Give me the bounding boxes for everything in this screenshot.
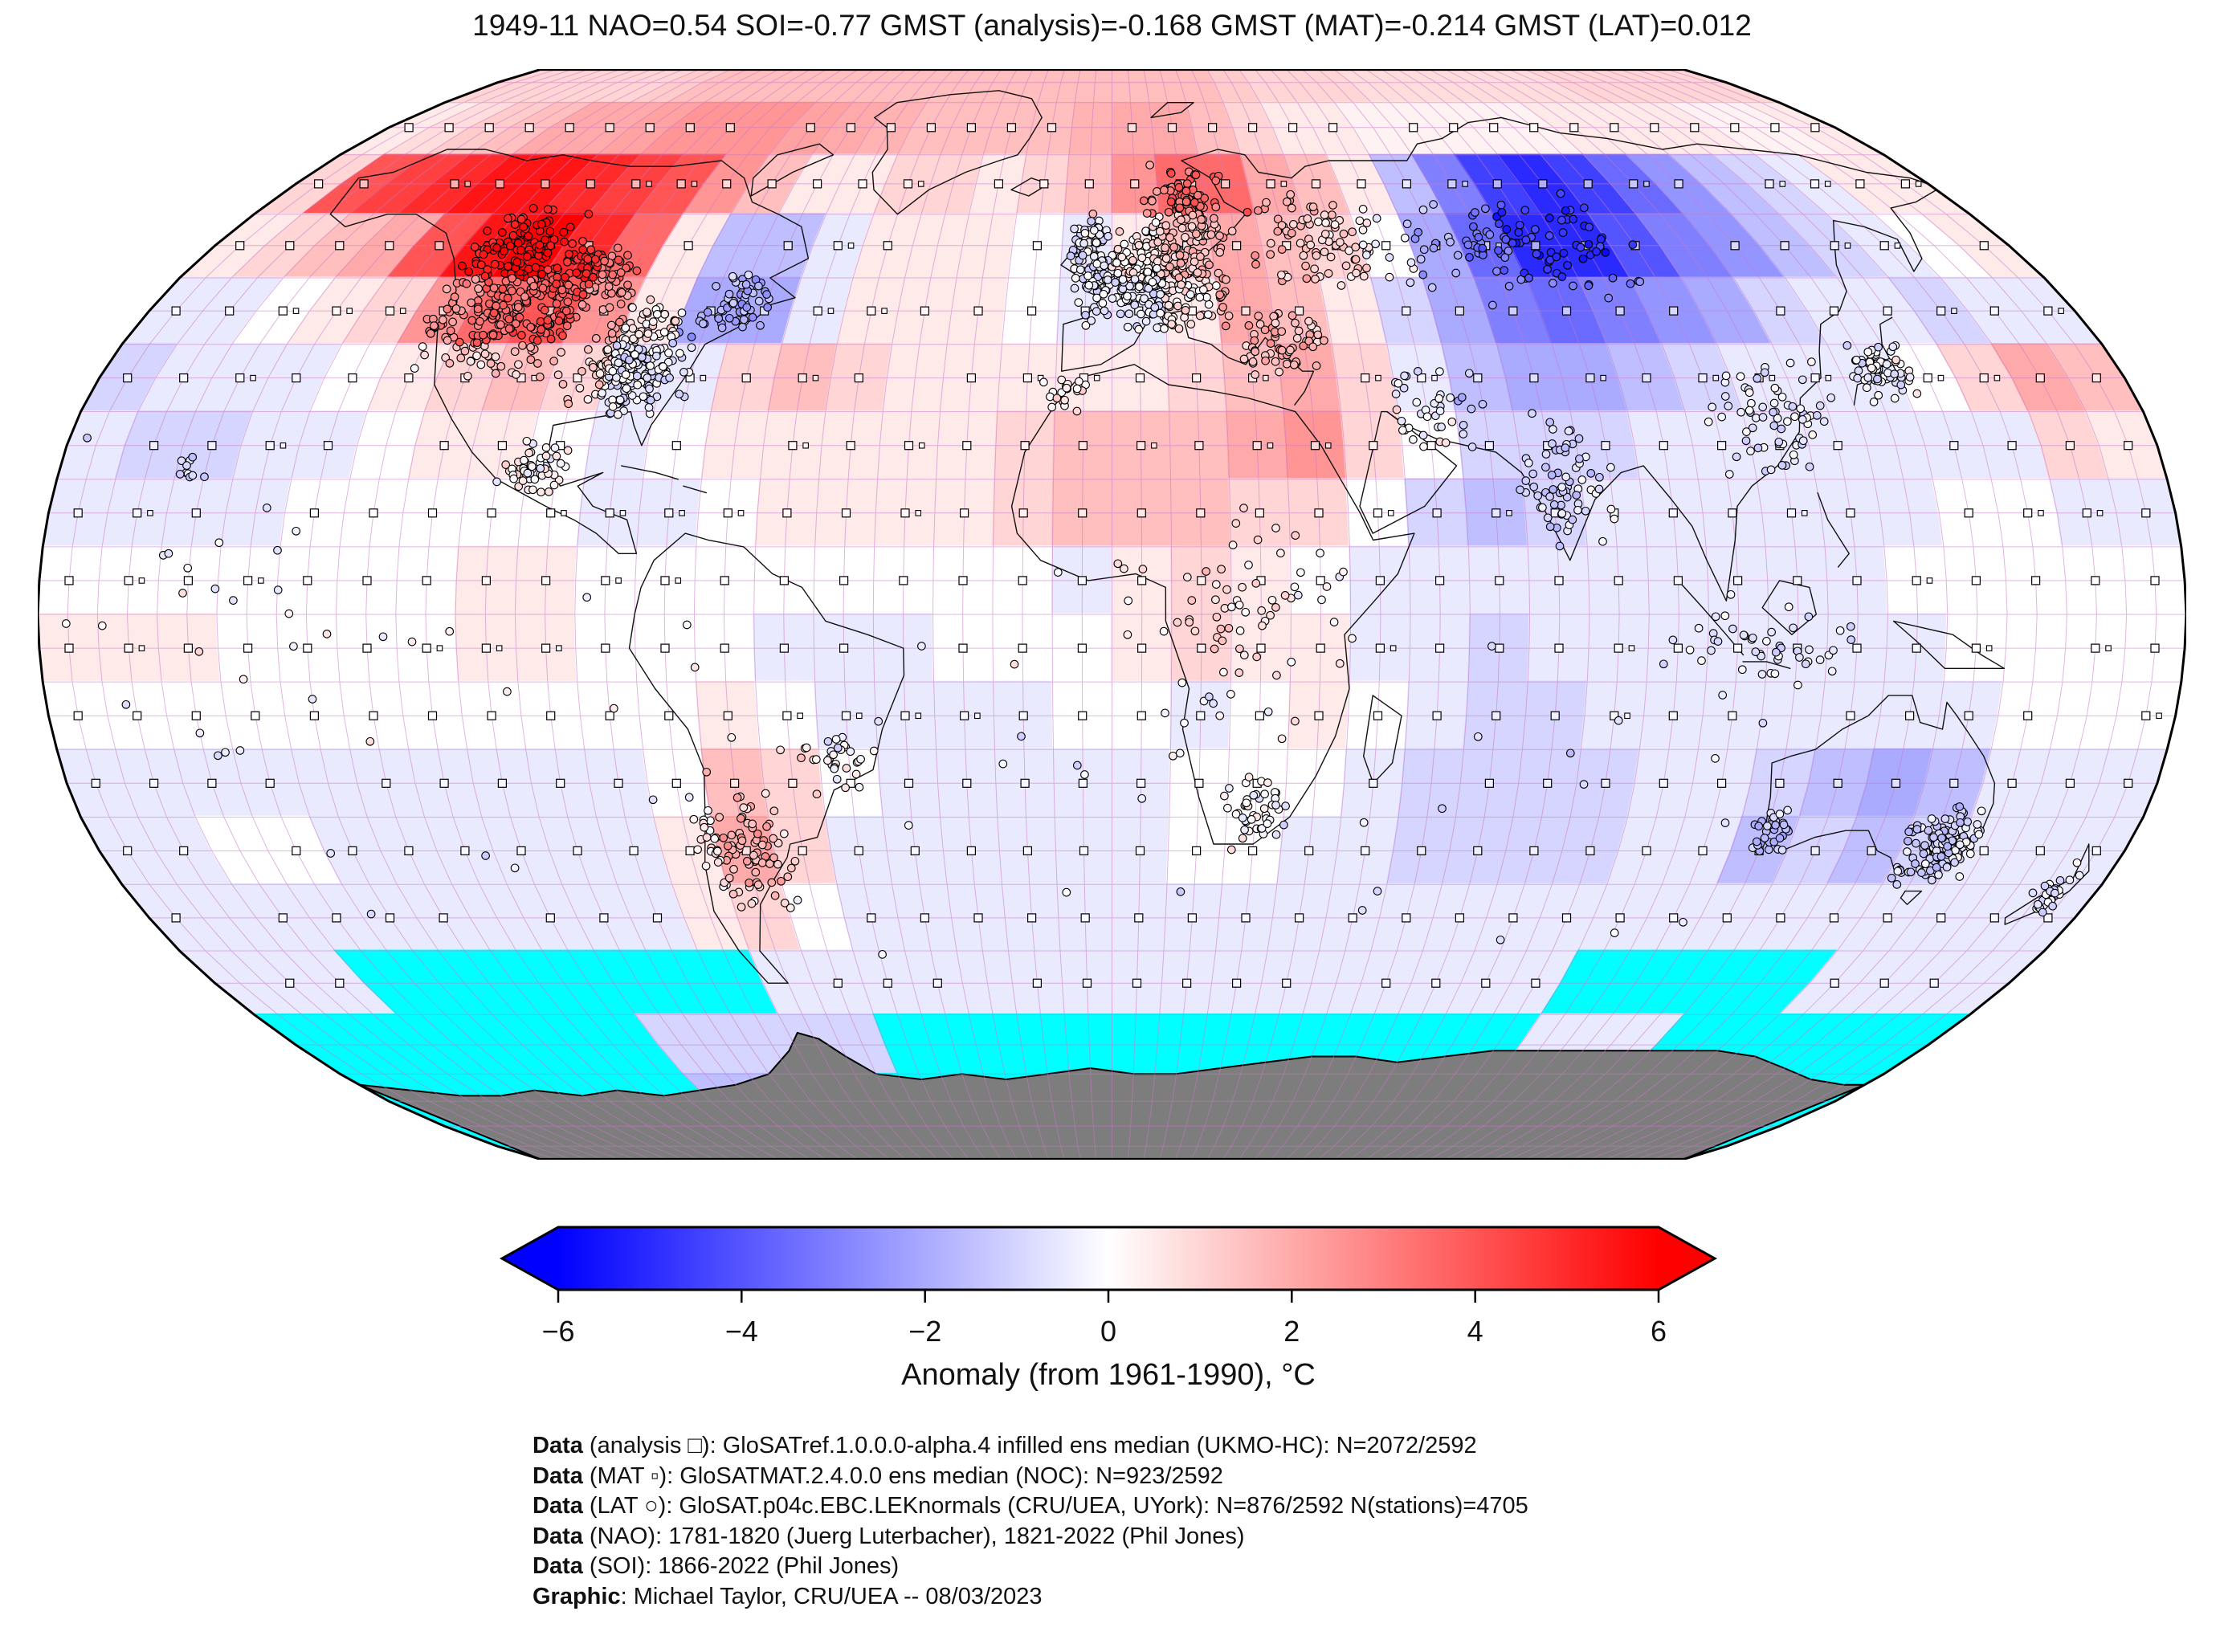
annotation-line-3: Data (LAT ○): GloSAT.p04c.EBC.LEKnormals… <box>533 1493 1528 1519</box>
annotation-line-5: Data (SOI): 1866-2022 (Phil Jones) <box>533 1553 900 1579</box>
colorbar-axis-label: Anomaly (from 1961-1990), °C <box>901 1358 1316 1392</box>
colorbar-tick-label: 6 <box>1651 1315 1667 1348</box>
colorbar-ticks: −6 −4 −2 0 2 4 6 <box>541 1290 1667 1348</box>
world-anomaly-map <box>36 68 2188 1160</box>
colorbar-tick-label: 0 <box>1100 1315 1116 1348</box>
grid-square-markers-layer <box>64 123 2162 988</box>
colorbar-tick-label: −2 <box>908 1315 941 1348</box>
annotations-block: Data (analysis □): GloSATref.1.0.0.0-alp… <box>533 1431 1528 1612</box>
station-circles-layer <box>61 161 2084 959</box>
colorbar-tick-label: 4 <box>1467 1315 1483 1348</box>
annotation-line-4: Data (NAO): 1781-1820 (Juerg Luterbacher… <box>533 1523 1245 1549</box>
colorbar-tick-label: −4 <box>725 1315 758 1348</box>
colorbar-tick-label: 2 <box>1283 1315 1300 1348</box>
world-map-panel <box>36 68 2188 1160</box>
colorbar-tick-label: −6 <box>541 1315 574 1348</box>
colorbar-gradient-bar <box>499 1226 1718 1291</box>
annotation-line-1: Data (analysis □): GloSATref.1.0.0.0-alp… <box>533 1433 1477 1458</box>
figure-title: 1949-11 NAO=0.54 SOI=-0.77 GMST (analysi… <box>472 9 1752 42</box>
colorbar-panel: −6 −4 −2 0 2 4 6 Anomaly (from 1961-1990), °C <box>482 1221 1735 1397</box>
annotation-line-6: Graphic: Michael Taylor, CRU/UEA -- 08/0… <box>533 1583 1043 1609</box>
colorbar: −6 −4 −2 0 2 4 6 Anomaly (from 1961-1990), °C <box>499 1226 1718 1392</box>
annotation-line-2: Data (MAT ▫): GloSATMAT.2.4.0.0 ens medi… <box>533 1462 1223 1489</box>
map-border <box>36 68 2188 1160</box>
